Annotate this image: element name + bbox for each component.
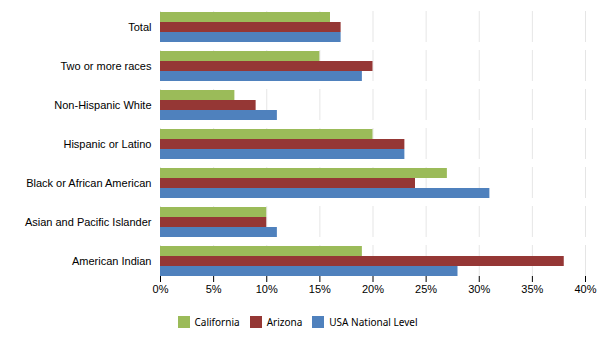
svg-text:5%: 5%	[206, 283, 222, 295]
svg-text:15%: 15%	[309, 283, 331, 295]
html-text:Arizona: Arizona	[266, 314, 303, 329]
svg-text:25%: 25%	[415, 283, 437, 295]
svg-text:40%: 40%	[574, 283, 596, 295]
svg-text:35%: 35%	[521, 283, 543, 295]
svg-text:0%: 0%	[153, 283, 169, 295]
svg-text:Asian and Pacific Islander: Asian and Pacific Islander	[25, 216, 152, 228]
svg-text:Total: Total	[128, 21, 151, 33]
svg-text:Non-Hispanic White: Non-Hispanic White	[54, 99, 151, 111]
svg-text:20%: 20%	[362, 283, 384, 295]
svg-text:Black or African American: Black or African American	[26, 177, 151, 189]
svg-text:10%: 10%	[256, 283, 278, 295]
svg-text:Two or more races: Two or more races	[60, 60, 152, 72]
svg-text:Hispanic or Latino: Hispanic or Latino	[63, 138, 151, 150]
html-text:California: California	[194, 314, 240, 329]
html-text:USA National Level: USA National Level	[329, 314, 418, 329]
svg-text:American Indian: American Indian	[72, 255, 152, 267]
svg-text:30%: 30%	[468, 283, 490, 295]
